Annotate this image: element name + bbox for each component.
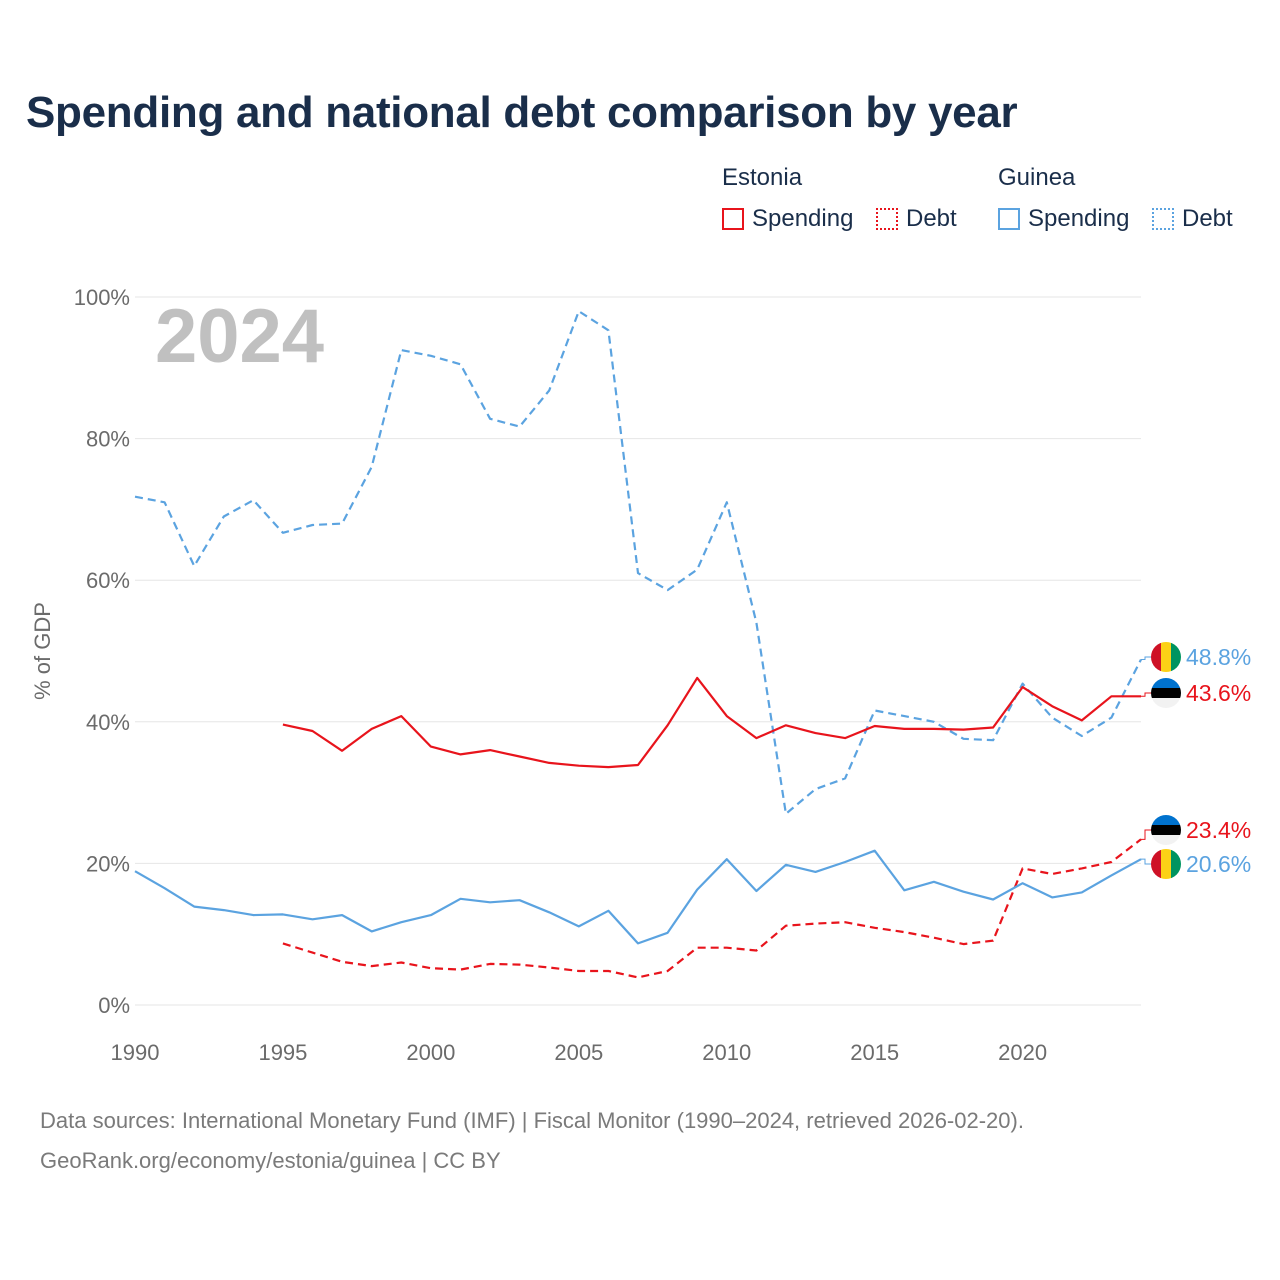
legend-label: Spending <box>752 205 854 232</box>
x-tick-label: 2005 <box>554 1040 603 1065</box>
line-chart: 0% 20% 40% 60% 80% 100% 1990 1995 2000 2005 2010 20… <box>30 285 1251 1065</box>
x-tick-label: 2000 <box>406 1040 455 1065</box>
end-label-estonia-spending: 43.6% <box>1186 680 1251 706</box>
x-tick-label: 1995 <box>258 1040 307 1065</box>
y-tick-label: 60% <box>86 568 130 593</box>
estonia-flag-icon <box>1151 678 1181 708</box>
legend-swatch-solid <box>722 208 744 230</box>
y-tick-label: 80% <box>86 427 130 452</box>
year-watermark: 2024 <box>155 294 324 379</box>
x-tick-label: 1990 <box>111 1040 160 1065</box>
guinea-flag-icon <box>1151 849 1181 879</box>
y-tick-label: 100% <box>74 285 130 310</box>
estonia-flag-icon <box>1151 815 1181 845</box>
end-label-guinea-spending: 20.6% <box>1186 851 1251 877</box>
x-tick-label: 2015 <box>850 1040 899 1065</box>
series-line-estonia-debt <box>282 838 1142 979</box>
x-tick-label: 2020 <box>998 1040 1047 1065</box>
y-tick-label: 20% <box>86 851 130 876</box>
legend-label: Debt <box>1182 205 1233 232</box>
source-line-1: Data sources: International Monetary Fun… <box>40 1108 1024 1133</box>
series-line-guinea-debt <box>134 310 1142 815</box>
chart-title: Spending and national debt comparison by… <box>26 88 1018 137</box>
legend-item-estonia-debt[interactable]: Debt <box>876 204 957 234</box>
legend-item-estonia-spending[interactable]: Spending <box>722 204 853 234</box>
x-tick-label: 2010 <box>702 1040 751 1065</box>
legend-swatch-solid <box>998 208 1020 230</box>
series-line-guinea-spending <box>134 849 1142 945</box>
legend-item-guinea-debt[interactable]: Debt <box>1152 204 1233 234</box>
end-label-connector <box>1141 858 1152 865</box>
legend-item-guinea-spending[interactable]: Spending <box>998 204 1129 234</box>
end-label-connector <box>1141 656 1152 660</box>
guinea-flag-icon <box>1151 642 1181 672</box>
y-tick-label: 40% <box>86 710 130 735</box>
end-label-connector <box>1141 829 1152 840</box>
series-line-estonia-spending <box>282 676 1141 769</box>
end-label-connector <box>1141 692 1152 697</box>
legend-swatch-dotted <box>876 208 898 230</box>
legend-swatch-dotted <box>1152 208 1174 230</box>
y-tick-label: 0% <box>98 993 130 1018</box>
legend-label: Debt <box>906 205 957 232</box>
end-label-guinea-debt: 48.8% <box>1186 644 1251 670</box>
legend-label: Spending <box>1028 205 1130 232</box>
legend-group-estonia: Estonia <box>722 164 803 191</box>
legend-group-guinea: Guinea <box>998 164 1076 191</box>
y-axis-label: % of GDP <box>30 602 55 700</box>
end-label-estonia-debt: 23.4% <box>1186 817 1251 843</box>
source-line-2: GeoRank.org/economy/estonia/guinea | CC … <box>40 1148 501 1173</box>
